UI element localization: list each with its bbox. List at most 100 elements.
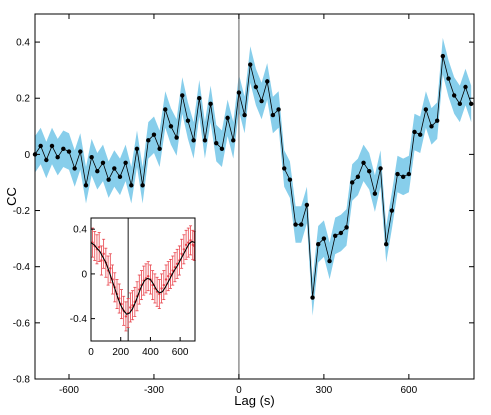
data-point: [468, 101, 474, 107]
data-point: [440, 53, 446, 59]
inset-data-point: [162, 283, 165, 287]
data-point: [344, 225, 349, 230]
data-point: [310, 295, 315, 300]
data-point: [389, 208, 395, 213]
inset-data-point: [189, 239, 192, 242]
x-tick-label: 0: [236, 385, 242, 396]
inset-data-point: [97, 245, 101, 249]
data-point: [451, 93, 457, 98]
inset-x-tick-label: 0: [88, 347, 94, 358]
inset-data-point: [102, 252, 105, 255]
data-point: [117, 174, 123, 180]
data-point: [242, 112, 247, 118]
data-point: [457, 101, 463, 107]
data-point: [174, 135, 179, 140]
inset-data-point: [184, 243, 188, 247]
data-point: [236, 90, 242, 95]
inset-data-point: [160, 287, 163, 290]
data-point: [406, 171, 412, 177]
data-point: [78, 149, 83, 154]
data-point: [417, 132, 423, 137]
data-point: [219, 146, 225, 151]
data-point: [259, 98, 264, 104]
inset-background: [91, 218, 195, 341]
data-point: [350, 180, 355, 185]
inset-data-point: [169, 272, 172, 276]
data-point: [429, 124, 434, 129]
data-point: [395, 171, 400, 177]
inset-y-tick-label: 0: [81, 269, 87, 280]
data-point: [61, 146, 66, 151]
data-point: [197, 96, 202, 101]
data-point: [83, 183, 89, 188]
data-point: [434, 118, 440, 123]
data-point: [134, 146, 140, 151]
data-point: [355, 174, 361, 180]
data-point: [265, 79, 270, 84]
inset-x-tick-label: 200: [112, 347, 129, 358]
x-tick-label: -300: [144, 385, 164, 396]
data-point: [123, 160, 128, 166]
data-point: [412, 129, 417, 135]
data-point: [378, 166, 383, 171]
data-point: [191, 138, 196, 143]
data-point: [384, 242, 389, 247]
inset-data-point: [164, 278, 168, 281]
inset-data-point: [124, 315, 128, 318]
data-point: [327, 258, 332, 264]
inset-y-tick-label: -0.4: [70, 314, 88, 325]
data-point: [66, 149, 72, 154]
data-point: [129, 183, 134, 188]
data-point: [225, 115, 230, 121]
data-point: [163, 107, 168, 112]
data-point: [282, 166, 287, 171]
data-point: [293, 222, 298, 227]
main-chart: -600 -300 0 300 600 0.4 0.2 0 -0.2 -0.4 -0.6 -0.8 La…: [4, 13, 475, 408]
data-point: [316, 242, 321, 247]
inset-data-point: [109, 267, 112, 270]
inset-data-point: [131, 304, 134, 307]
data-point: [44, 157, 49, 163]
inset-data-point: [182, 248, 186, 251]
inset-x-tick-label: 400: [142, 347, 159, 358]
inset-y-tick-label: 0.4: [73, 225, 87, 236]
data-point: [168, 124, 174, 129]
data-point: [38, 143, 43, 149]
data-point: [49, 143, 55, 149]
data-point: [151, 132, 157, 137]
data-point: [202, 138, 208, 143]
y-tick-label: -0.4: [13, 262, 31, 273]
data-point: [276, 107, 281, 112]
x-axis-label: Lag (s): [234, 393, 274, 408]
y-tick-label: -0.6: [13, 318, 31, 329]
data-point: [106, 177, 111, 182]
data-point: [367, 169, 372, 174]
inset-data-point: [167, 274, 170, 278]
data-point: [214, 140, 219, 146]
data-point: [185, 118, 191, 123]
inset-frame: [90, 217, 196, 342]
data-point: [231, 138, 236, 143]
y-tick-label: 0: [24, 150, 30, 161]
inset-x-tick-label: 600: [172, 347, 189, 358]
data-point: [270, 112, 276, 118]
x-tick-label: -600: [59, 385, 79, 396]
plot-frame: [34, 13, 475, 380]
inset-data-point: [147, 274, 150, 278]
y-tick-label: -0.8: [13, 375, 31, 386]
inset-data-point: [158, 292, 161, 296]
data-point: [361, 160, 366, 166]
data-point: [72, 166, 77, 171]
data-point: [89, 154, 94, 160]
y-tick-label: 0.2: [16, 94, 30, 105]
inset-chart: 0 200 400 600 0.4 0 -0.4: [70, 217, 196, 358]
confidence-band: [35, 37, 472, 316]
data-point: [157, 146, 162, 151]
data-point: [338, 230, 344, 236]
data-point: [299, 222, 304, 227]
inset-data-point: [100, 259, 103, 262]
data-point: [140, 183, 145, 188]
data-point: [95, 169, 100, 174]
data-point: [287, 177, 293, 182]
